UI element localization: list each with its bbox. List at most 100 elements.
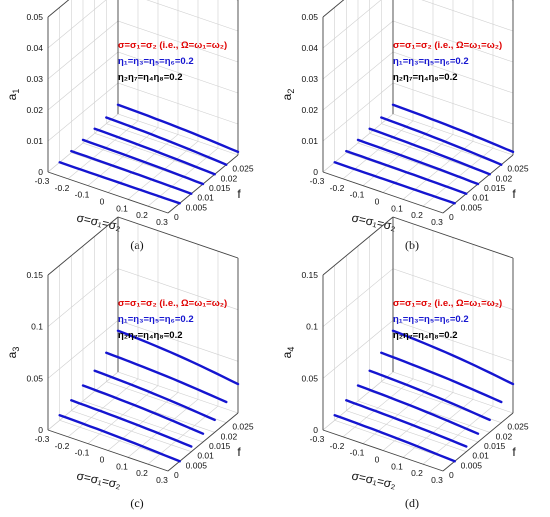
axis-edge <box>322 216 394 276</box>
z-tick-label: 0.04 <box>26 43 43 53</box>
axis-edge <box>322 0 345 18</box>
x-tick-label: 0.2 <box>136 468 148 478</box>
grid-line-f <box>82 246 204 443</box>
x-tick-label: -0.2 <box>330 441 345 451</box>
z-tick-label: 0.05 <box>26 373 43 383</box>
f-tick-label: 0.005 <box>186 202 208 212</box>
z-tick-label: 0 <box>38 425 43 435</box>
x-tick-label: -0.1 <box>350 190 365 200</box>
x-axis-label: σ=σ₁=σ₂ <box>350 468 397 491</box>
panel-label: (c) <box>130 496 143 510</box>
f-tick-label: 0.015 <box>484 183 506 193</box>
x-tick-label: 0.2 <box>411 210 423 220</box>
f-tick-label: 0 <box>174 470 179 480</box>
annotation-1: σ=σ₁=σ₂ (i.e., Ω=ω₁=ω₂) <box>118 40 227 51</box>
grid-line-f <box>381 0 502 165</box>
f-axis-label: f <box>237 445 241 459</box>
f-tick-label: 0.015 <box>484 441 506 451</box>
x-tick-label: 0.3 <box>431 475 443 485</box>
f-tick-label: 0.025 <box>232 422 254 432</box>
z-tick-label: 0.02 <box>301 105 318 115</box>
series-line-2 <box>70 149 193 195</box>
chart-panel-4: 0 0.05 0.1 0.15 -0.3 -0.2 -0.1 0 0.1 0.2 0.3 0 0.005… <box>280 216 529 510</box>
f-tick-label: 0.025 <box>232 164 254 174</box>
f-tick-label: 0.005 <box>186 460 208 470</box>
z-tick-label: 0.1 <box>31 322 43 332</box>
grid-line-x <box>342 0 414 180</box>
series-line-6 <box>116 103 240 154</box>
grid-line-f <box>106 226 227 423</box>
annotation-3: η₂η₇=η₄η₈=0.2 <box>393 330 458 341</box>
annotation-2: η₁=η₃=η₅=η₆=0.2 <box>393 314 469 325</box>
grid-line-f <box>369 236 490 433</box>
x-tick-label: -0.3 <box>35 434 50 444</box>
z-tick-label: 0 <box>313 167 318 177</box>
annotation-1: σ=σ₁=σ₂ (i.e., Ω=ω₁=ω₂) <box>393 40 502 51</box>
annotation-1: σ=σ₁=σ₂ (i.e., Ω=ω₁=ω₂) <box>393 298 502 309</box>
f-axis-label: f <box>237 187 241 201</box>
f-tick-label: 0.025 <box>507 422 529 432</box>
grid-line-x <box>67 0 139 180</box>
grid-line-f <box>71 255 192 452</box>
axis-edge <box>47 0 70 18</box>
chart-panel-3: 0 0.05 0.1 0.15 -0.3 -0.2 -0.1 0 0.1 0.2 0.3 0 0.005… <box>5 216 254 510</box>
grid-line-f <box>346 255 467 452</box>
grid-line-f <box>346 0 467 194</box>
f-tick-label: 0.01 <box>472 193 489 203</box>
z-tick-label: 0 <box>313 425 318 435</box>
x-tick-label: -0.1 <box>350 448 365 458</box>
axis-edge <box>117 216 239 259</box>
series-line-2 <box>70 399 193 448</box>
series-line-3 <box>356 138 480 186</box>
x-tick-label: 0 <box>375 455 380 465</box>
series-line-5 <box>105 351 228 404</box>
axis-edge <box>322 429 444 472</box>
annotation-1: σ=σ₁=σ₂ (i.e., Ω=ω₁=ω₂) <box>118 298 227 309</box>
panel-label: (d) <box>405 496 419 510</box>
x-tick-label: 0 <box>100 455 105 465</box>
x-tick-label: -0.1 <box>75 190 90 200</box>
grid-line-f <box>59 265 180 462</box>
x-tick-label: 0.3 <box>156 217 168 227</box>
series-line-1 <box>333 413 456 463</box>
x-tick-label: 0.1 <box>116 203 128 213</box>
series-line-5 <box>380 351 503 404</box>
axis-edge <box>392 216 514 259</box>
x-tick-label: -0.1 <box>75 448 90 458</box>
f-axis-label: f <box>512 187 516 201</box>
x-tick-label: 0.3 <box>156 475 168 485</box>
f-tick-label: 0.025 <box>507 164 529 174</box>
x-tick-label: -0.2 <box>330 183 345 193</box>
x-axis-label: σ=σ₁=σ₂ <box>75 210 122 233</box>
f-tick-label: 0.015 <box>209 183 231 193</box>
f-tick-label: 0.01 <box>197 451 214 461</box>
x-tick-label: 0 <box>100 197 105 207</box>
z-tick-label: 0.05 <box>301 373 318 383</box>
f-tick-label: 0 <box>174 212 179 222</box>
series-line-2 <box>345 149 468 195</box>
grid-line-f <box>357 0 479 185</box>
z-tick-label: 0.01 <box>26 136 43 146</box>
series-line-6 <box>391 329 515 386</box>
panel-label: (a) <box>130 238 143 252</box>
f-tick-label: 0 <box>449 470 454 480</box>
series-line-4 <box>368 369 491 422</box>
axis-edge <box>322 171 444 214</box>
chart-panel-2: 0 0.01 0.02 0.03 0.04 0.05 -0.3 -0.2 -0.1 0 0.1 0.2… <box>280 0 529 252</box>
grid-line-f <box>381 226 502 423</box>
series-line-6 <box>391 103 515 154</box>
f-tick-label: 0.015 <box>209 441 231 451</box>
f-tick-label: 0.02 <box>221 431 238 441</box>
grid-line-z <box>47 0 238 18</box>
series-line-4 <box>368 127 491 176</box>
z-axis-label: a4 <box>280 347 296 359</box>
grid-line-f <box>106 0 227 165</box>
annotation-2: η₁=η₃=η₅=η₆=0.2 <box>118 314 194 325</box>
x-axis-label: σ=σ₁=σ₂ <box>350 210 397 233</box>
axis-edge <box>47 429 169 472</box>
grid-line-f <box>94 236 215 433</box>
z-tick-label: 0.04 <box>301 43 318 53</box>
z-tick-label: 0.05 <box>301 12 318 22</box>
x-tick-label: -0.3 <box>35 176 50 186</box>
